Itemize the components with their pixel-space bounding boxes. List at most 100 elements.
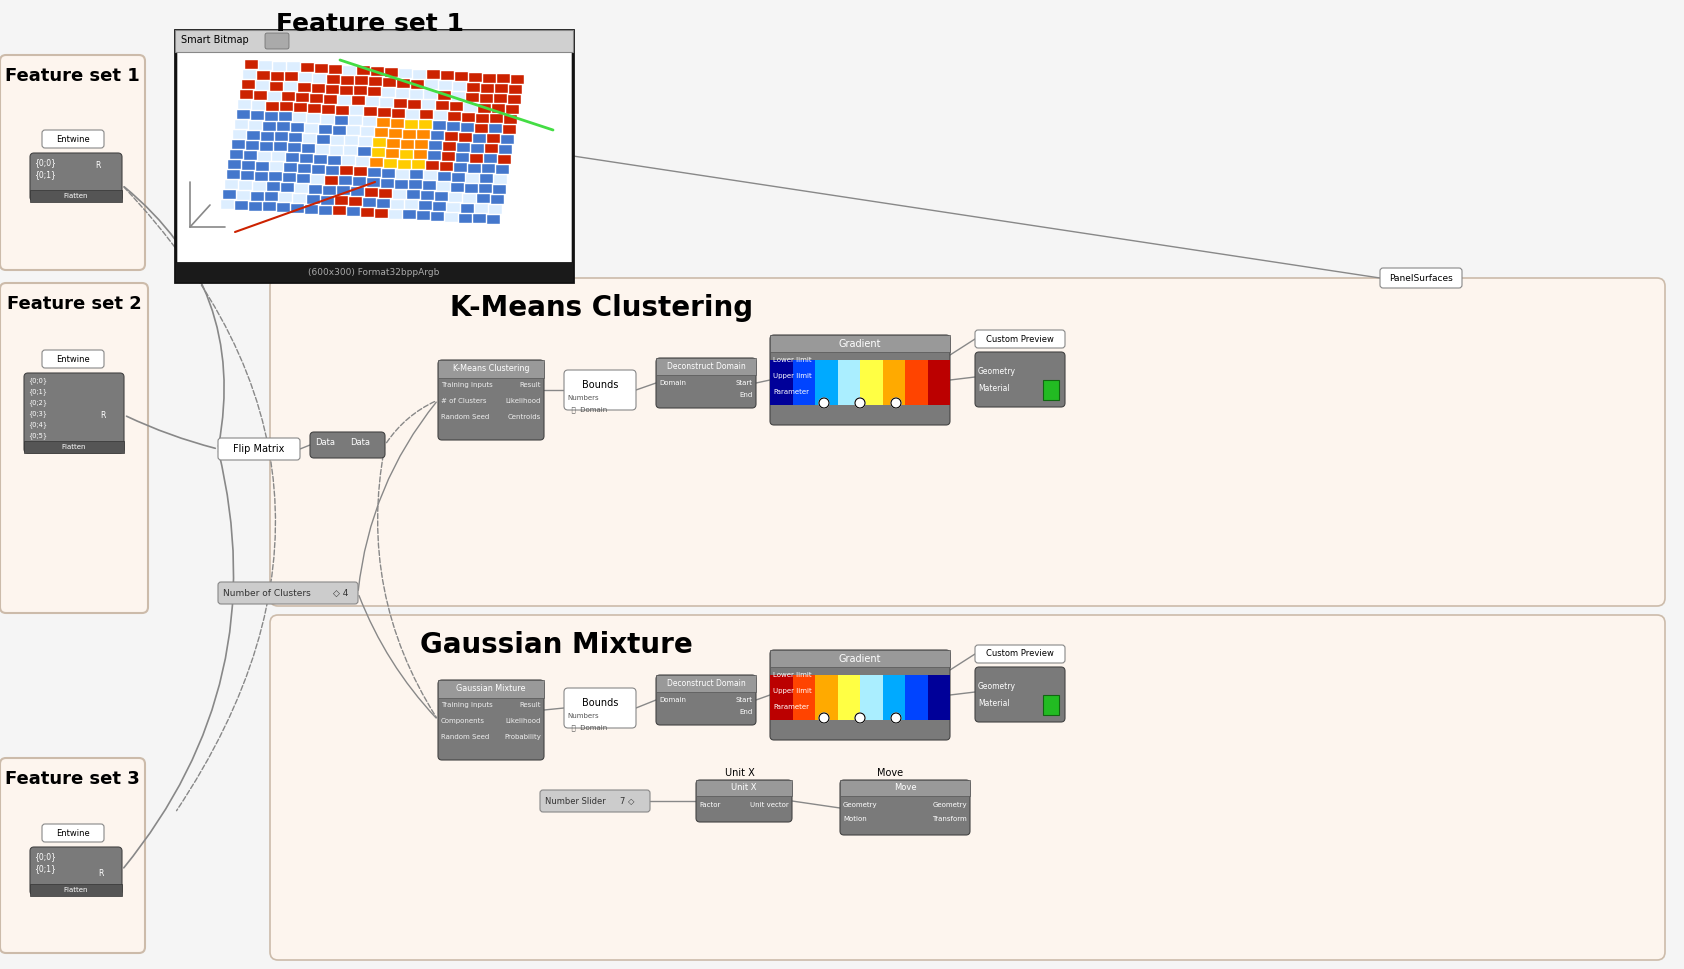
Bar	[313, 74, 327, 83]
Bar	[229, 160, 241, 169]
Bar	[470, 73, 482, 81]
Bar	[510, 76, 524, 84]
Bar	[421, 110, 433, 119]
Text: Training Inputs: Training Inputs	[441, 382, 493, 388]
Bar	[500, 136, 514, 144]
Bar	[429, 141, 443, 150]
Bar	[344, 146, 357, 155]
FancyBboxPatch shape	[217, 582, 359, 604]
Bar	[386, 149, 399, 158]
Bar	[904, 360, 928, 405]
Bar	[928, 675, 950, 720]
Bar	[322, 105, 335, 113]
Text: Geometry: Geometry	[844, 802, 877, 808]
Bar	[325, 85, 338, 94]
Bar	[387, 139, 401, 148]
Text: Transform: Transform	[933, 816, 967, 822]
Bar	[357, 67, 370, 76]
Bar	[396, 89, 409, 98]
Bar	[657, 675, 756, 692]
Circle shape	[855, 398, 866, 408]
Bar	[505, 106, 519, 114]
Bar	[438, 172, 451, 181]
Bar	[389, 129, 402, 138]
Bar	[293, 113, 305, 122]
Bar	[509, 85, 522, 94]
Bar	[226, 180, 237, 189]
Bar	[882, 675, 904, 720]
Bar	[342, 156, 355, 166]
Bar	[227, 170, 239, 179]
Bar	[306, 114, 320, 123]
Bar	[365, 97, 379, 107]
Text: Geometry: Geometry	[933, 802, 967, 808]
Bar	[453, 82, 466, 91]
Bar	[315, 64, 328, 73]
Bar	[264, 111, 278, 120]
Bar	[273, 142, 286, 151]
FancyBboxPatch shape	[541, 790, 650, 812]
Bar	[466, 173, 480, 182]
Text: R: R	[99, 411, 106, 420]
Text: Move: Move	[877, 768, 903, 778]
Bar	[460, 133, 472, 141]
Bar	[362, 208, 374, 217]
Bar	[232, 140, 244, 149]
Bar	[253, 101, 266, 109]
Bar	[472, 143, 485, 152]
Bar	[258, 71, 271, 79]
Text: Smart Bitmap: Smart Bitmap	[180, 35, 249, 45]
Bar	[408, 100, 421, 109]
FancyBboxPatch shape	[657, 358, 756, 408]
Bar	[441, 152, 455, 161]
Text: Parameter: Parameter	[773, 704, 808, 710]
Text: Deconstruct Domain: Deconstruct Domain	[667, 679, 746, 688]
Bar	[438, 680, 544, 698]
Text: Flatten: Flatten	[64, 887, 88, 893]
Bar	[273, 62, 286, 71]
Bar	[347, 207, 360, 216]
Text: {0;3}: {0;3}	[29, 410, 47, 417]
Bar	[248, 131, 261, 140]
FancyBboxPatch shape	[217, 438, 300, 460]
Bar	[325, 175, 337, 185]
Bar	[249, 121, 263, 130]
Bar	[426, 161, 440, 171]
Text: {0;5}: {0;5}	[29, 432, 47, 439]
FancyBboxPatch shape	[1379, 268, 1462, 288]
Text: Feature set 1: Feature set 1	[5, 67, 140, 85]
Bar	[333, 126, 345, 135]
FancyBboxPatch shape	[0, 55, 145, 270]
Text: Gradient: Gradient	[839, 654, 881, 664]
Text: Random Seed: Random Seed	[441, 414, 490, 420]
Text: Numbers: Numbers	[568, 713, 598, 719]
Text: Unit vector: Unit vector	[751, 802, 790, 808]
Bar	[382, 169, 396, 177]
Bar	[815, 675, 837, 720]
Bar	[399, 69, 413, 78]
Bar	[350, 107, 364, 115]
Text: K-Means Clustering: K-Means Clustering	[453, 364, 529, 373]
Bar	[419, 202, 433, 210]
Bar	[394, 179, 408, 189]
Text: Number of Clusters: Number of Clusters	[222, 588, 312, 598]
Bar	[431, 131, 445, 141]
Bar	[285, 73, 298, 81]
Text: Lower limit: Lower limit	[773, 672, 812, 678]
Bar	[263, 121, 276, 131]
Bar	[463, 194, 477, 203]
Text: Flatten: Flatten	[64, 193, 88, 199]
Text: Components: Components	[441, 718, 485, 724]
Bar	[446, 122, 460, 131]
Text: {0;1}: {0;1}	[34, 864, 56, 873]
Text: Numbers: Numbers	[568, 395, 598, 401]
Bar	[374, 138, 386, 147]
Text: Feature set 2: Feature set 2	[7, 295, 141, 313]
FancyBboxPatch shape	[269, 615, 1665, 960]
Bar	[318, 125, 332, 134]
Bar	[332, 136, 344, 144]
Bar	[455, 163, 466, 172]
Bar	[286, 62, 300, 72]
Bar	[236, 201, 249, 210]
Bar	[288, 143, 300, 152]
